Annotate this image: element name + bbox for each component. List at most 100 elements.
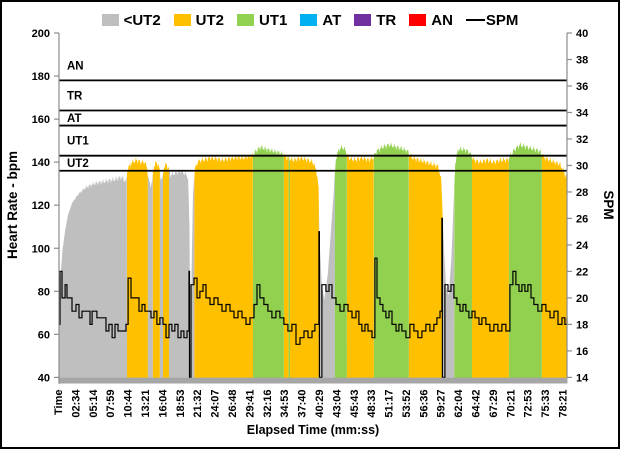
y-right-tick-label: 38: [576, 54, 588, 66]
zone-label-tr: TR: [67, 90, 83, 102]
y-left-tick-label: 60: [38, 329, 50, 341]
zone-area-ut2: [194, 152, 253, 379]
y-left-tick-label: 40: [38, 372, 50, 384]
zone-area-ut1: [454, 146, 472, 379]
zone-area-ut1: [373, 142, 409, 379]
zone-area-ut2: [163, 162, 169, 379]
hr-zone-area: [59, 141, 567, 379]
zone-threshold-lines: AN TR AT UT1 UT2: [59, 60, 567, 172]
x-tick-label: 64:42: [471, 390, 483, 418]
legend-label: SPM: [485, 11, 519, 29]
y-left-tick-label: 140: [32, 157, 50, 169]
x-tick-label: 78:21: [558, 390, 570, 418]
zone-area-ut2: [152, 160, 160, 379]
zone-area-lt_ut2: [318, 172, 335, 379]
legend-label: UT2: [195, 11, 225, 29]
x-tick-label: 32:16: [262, 390, 274, 418]
y-right-tick-label: 30: [576, 160, 588, 172]
y-left-tick-label: 120: [32, 200, 50, 212]
zone-area-ut1: [253, 144, 284, 379]
x-tick-label: 07:59: [105, 390, 117, 418]
x-tick-label: 45:43: [349, 390, 361, 418]
x-tick-label: Time: [53, 390, 65, 415]
legend-item-ut1: UT1: [237, 12, 287, 29]
x-tick-label: 70:21: [505, 389, 517, 417]
zone-area-lt_ut2: [147, 172, 153, 379]
legend-color-swatch: [237, 14, 255, 26]
y-right-tick-label: 24: [576, 240, 589, 252]
zone-label-at: AT: [67, 113, 81, 125]
x-tick-label: 72:53: [523, 390, 535, 418]
y-left-tick-label: 180: [32, 71, 50, 83]
zone-area-ut1: [288, 156, 290, 379]
legend-label: UT1: [259, 11, 288, 29]
legend-label: AN: [431, 11, 453, 29]
x-tick-label: 56:36: [418, 390, 430, 418]
y-left-tick-label: 200: [32, 28, 50, 40]
y-right-tick-label: 14: [576, 372, 589, 384]
zone-area-ut2: [346, 153, 374, 379]
x-tick-label: 75:33: [540, 390, 552, 418]
zone-label-ut1: UT1: [67, 136, 89, 148]
x-tick-label: 18:53: [175, 390, 187, 418]
legend-item-tr: TR: [354, 12, 396, 29]
zone-area-ut2: [541, 153, 567, 379]
legend-label: AT: [322, 11, 342, 29]
x-tick-label: 29:41: [244, 390, 256, 418]
zone-area-ut2: [290, 155, 319, 379]
legend-item-ut2: UT2: [173, 11, 225, 29]
zone-area-ut2: [283, 153, 289, 379]
y-right-tick-label: 34: [576, 107, 589, 119]
x-tick-label: 16:04: [157, 389, 169, 418]
y-left-tick-label: 160: [32, 114, 50, 126]
legend-item-lt-ut2: <UT2: [101, 11, 161, 29]
zone-area-ut1: [334, 144, 347, 379]
y-right-tick-label: 20: [576, 293, 588, 305]
legend-color-swatch: [300, 14, 318, 26]
legend-label: TR: [376, 11, 397, 29]
legend-color-swatch: [354, 14, 372, 26]
x-tick-label: 43:04: [331, 389, 343, 418]
zone-area-lt_ut2: [159, 171, 163, 379]
x-tick-label: 21:32: [192, 390, 204, 418]
zone-area-ut2: [472, 156, 509, 379]
x-tick-label: 10:44: [123, 389, 135, 418]
legend-item-at: AT: [300, 12, 341, 29]
y-axis-right-title: SPM: [601, 190, 616, 219]
x-tick-label: 37:40: [297, 390, 309, 418]
zone-area-lt_ut2: [59, 174, 127, 379]
legend-color-swatch: [101, 14, 119, 26]
legend-item-an: AN: [409, 12, 453, 29]
zone-area-lt_ut2: [443, 191, 455, 379]
x-axis-baseline-bar: [58, 377, 568, 384]
zone-area-ut1: [508, 141, 542, 379]
legend-line-swatch: [465, 19, 485, 21]
y-right-tick-label: 36: [576, 81, 588, 93]
zone-area-ut2: [127, 157, 148, 379]
y-left-tick-label: 80: [38, 286, 50, 298]
legend-color-swatch: [173, 14, 191, 26]
x-tick-label: 53:52: [401, 390, 413, 418]
x-tick-label: 62:04: [453, 389, 465, 418]
y-right-tick-label: 16: [576, 346, 588, 358]
x-tick-label: 48:33: [366, 390, 378, 418]
legend-item-spm: SPM: [465, 11, 519, 29]
x-tick-label: 05:14: [88, 389, 100, 418]
x-axis-title: Elapsed Time (mm:ss): [247, 423, 379, 437]
zone-label-ut2: UT2: [67, 158, 89, 170]
zone-label-an: AN: [67, 60, 84, 72]
y-right-tick-label: 18: [576, 319, 588, 331]
x-tick-label: 26:48: [227, 390, 239, 418]
x-tick-label: 40:29: [314, 390, 326, 418]
x-tick-label: 67:29: [488, 390, 500, 418]
axes: 200 180 160 140 120 100 80 60 40 40 38 36 34 32 30 28 26…: [32, 28, 589, 418]
spm-line: [59, 217, 568, 378]
x-tick-label: 24:07: [210, 390, 222, 418]
legend-label: <UT2: [123, 11, 161, 29]
zone-area-ut2: [408, 153, 443, 379]
y-right-tick-label: 40: [576, 28, 588, 40]
spm-step-line: [59, 217, 568, 378]
y-axis-left-title: Heart Rate - bpm: [5, 151, 20, 259]
